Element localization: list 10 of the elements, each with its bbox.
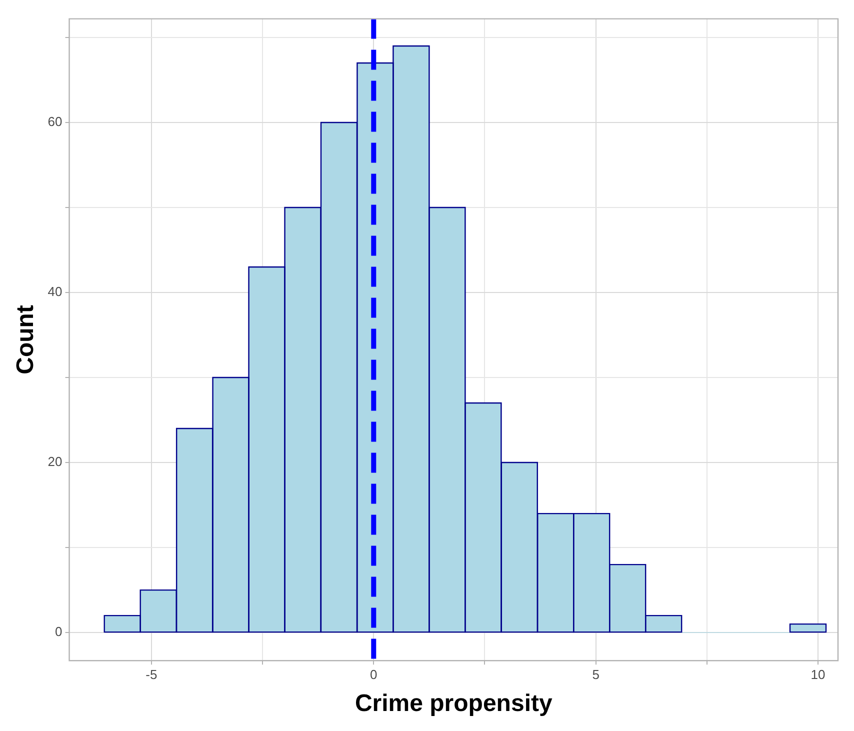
y-tick-label: 60: [48, 114, 62, 130]
y-axis-title: Count: [12, 305, 40, 374]
y-tick-label: 40: [48, 284, 62, 300]
y-tick-label: 0: [55, 624, 62, 640]
x-tick-label: 0: [370, 666, 378, 682]
y-tick-label: 20: [48, 454, 62, 470]
x-tick-label: -5: [146, 666, 158, 682]
x-axis-title: Crime propensity: [354, 690, 553, 718]
x-tick-label: 5: [592, 666, 600, 682]
x-tick-label: 10: [810, 666, 826, 682]
